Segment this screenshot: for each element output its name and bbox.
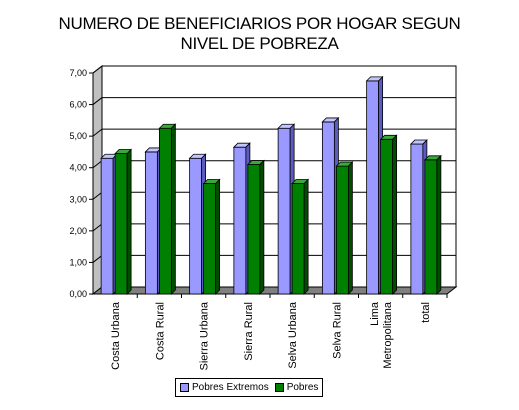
bar-0-2	[189, 157, 203, 295]
x-category-label: Selva Rural	[331, 302, 343, 359]
legend-swatch-pobres	[274, 383, 284, 392]
y-tick-label: 3,00	[69, 194, 87, 204]
bar-0-7	[410, 143, 424, 295]
x-category-label: Metropolitana	[382, 301, 394, 369]
bar-side-1-6	[392, 134, 398, 295]
gridline-side	[92, 128, 103, 137]
x-category-label: total	[420, 302, 432, 323]
bar-side-1-2	[215, 178, 221, 295]
y-tick-label: 1,00	[69, 257, 87, 267]
chart-title-line-1: NUMERO DE BENEFICIARIOS POR HOGAR SEGUN	[58, 14, 461, 33]
chart-side-wall	[92, 64, 103, 296]
bar-side-1-4	[303, 178, 309, 295]
bar-1-2	[203, 183, 217, 295]
bar-side-1-1	[170, 123, 176, 295]
y-tick-label: 6,00	[69, 100, 87, 110]
y-tick-label: 7,00	[69, 68, 87, 78]
bar-1-5	[335, 165, 349, 295]
bar-0-6	[366, 80, 380, 295]
gridline-side	[92, 223, 103, 232]
bar-1-4	[291, 183, 305, 295]
bar-side-1-0	[126, 148, 132, 295]
gridline-side	[92, 191, 103, 200]
bar-1-0	[114, 153, 128, 295]
x-category-label: Lima	[369, 301, 381, 326]
legend-label-pobres-extremos: Pobres Extremos	[192, 382, 269, 393]
bar-0-4	[277, 127, 291, 295]
bar-side-1-3	[259, 159, 265, 295]
bar-side-1-5	[347, 161, 353, 295]
y-tick-label: 5,00	[69, 131, 87, 141]
bar-0-3	[233, 146, 247, 295]
legend-item-pobres: Pobres	[274, 382, 319, 393]
bar-1-6	[380, 138, 394, 295]
gridline-side	[92, 97, 103, 105]
y-tick-label: 0,00	[69, 289, 87, 299]
bar-1-7	[424, 159, 438, 295]
gridline-side	[92, 255, 103, 263]
x-category-label: Costa Urbana	[110, 301, 122, 370]
y-tick-label: 2,00	[69, 226, 87, 236]
gridline-side	[92, 160, 103, 169]
chart-title-line-2: NIVEL DE POBREZA	[180, 34, 339, 53]
bar-0-0	[100, 157, 114, 295]
x-category-label: Sierra Urbana	[199, 301, 211, 370]
legend: Pobres Extremos Pobres	[175, 378, 324, 397]
x-category-label: Sierra Rural	[243, 302, 255, 361]
bar-side-1-7	[436, 154, 442, 295]
legend-swatch-pobres-extremos	[180, 383, 189, 392]
bar-0-5	[321, 121, 335, 295]
legend-item-pobres-extremos: Pobres Extremos	[180, 382, 269, 393]
x-category-label: Costa Rural	[154, 302, 166, 360]
bar-0-1	[144, 151, 158, 295]
bar-1-1	[158, 127, 172, 295]
y-tick-label: 4,00	[69, 163, 87, 173]
x-category-label: Selva Urbana	[287, 301, 299, 369]
legend-label-pobres: Pobres	[286, 382, 319, 393]
chart-title: NUMERO DE BENEFICIARIOS POR HOGAR SEGUN …	[0, 14, 519, 54]
bar-1-3	[247, 164, 261, 295]
gridline-side	[92, 65, 103, 74]
